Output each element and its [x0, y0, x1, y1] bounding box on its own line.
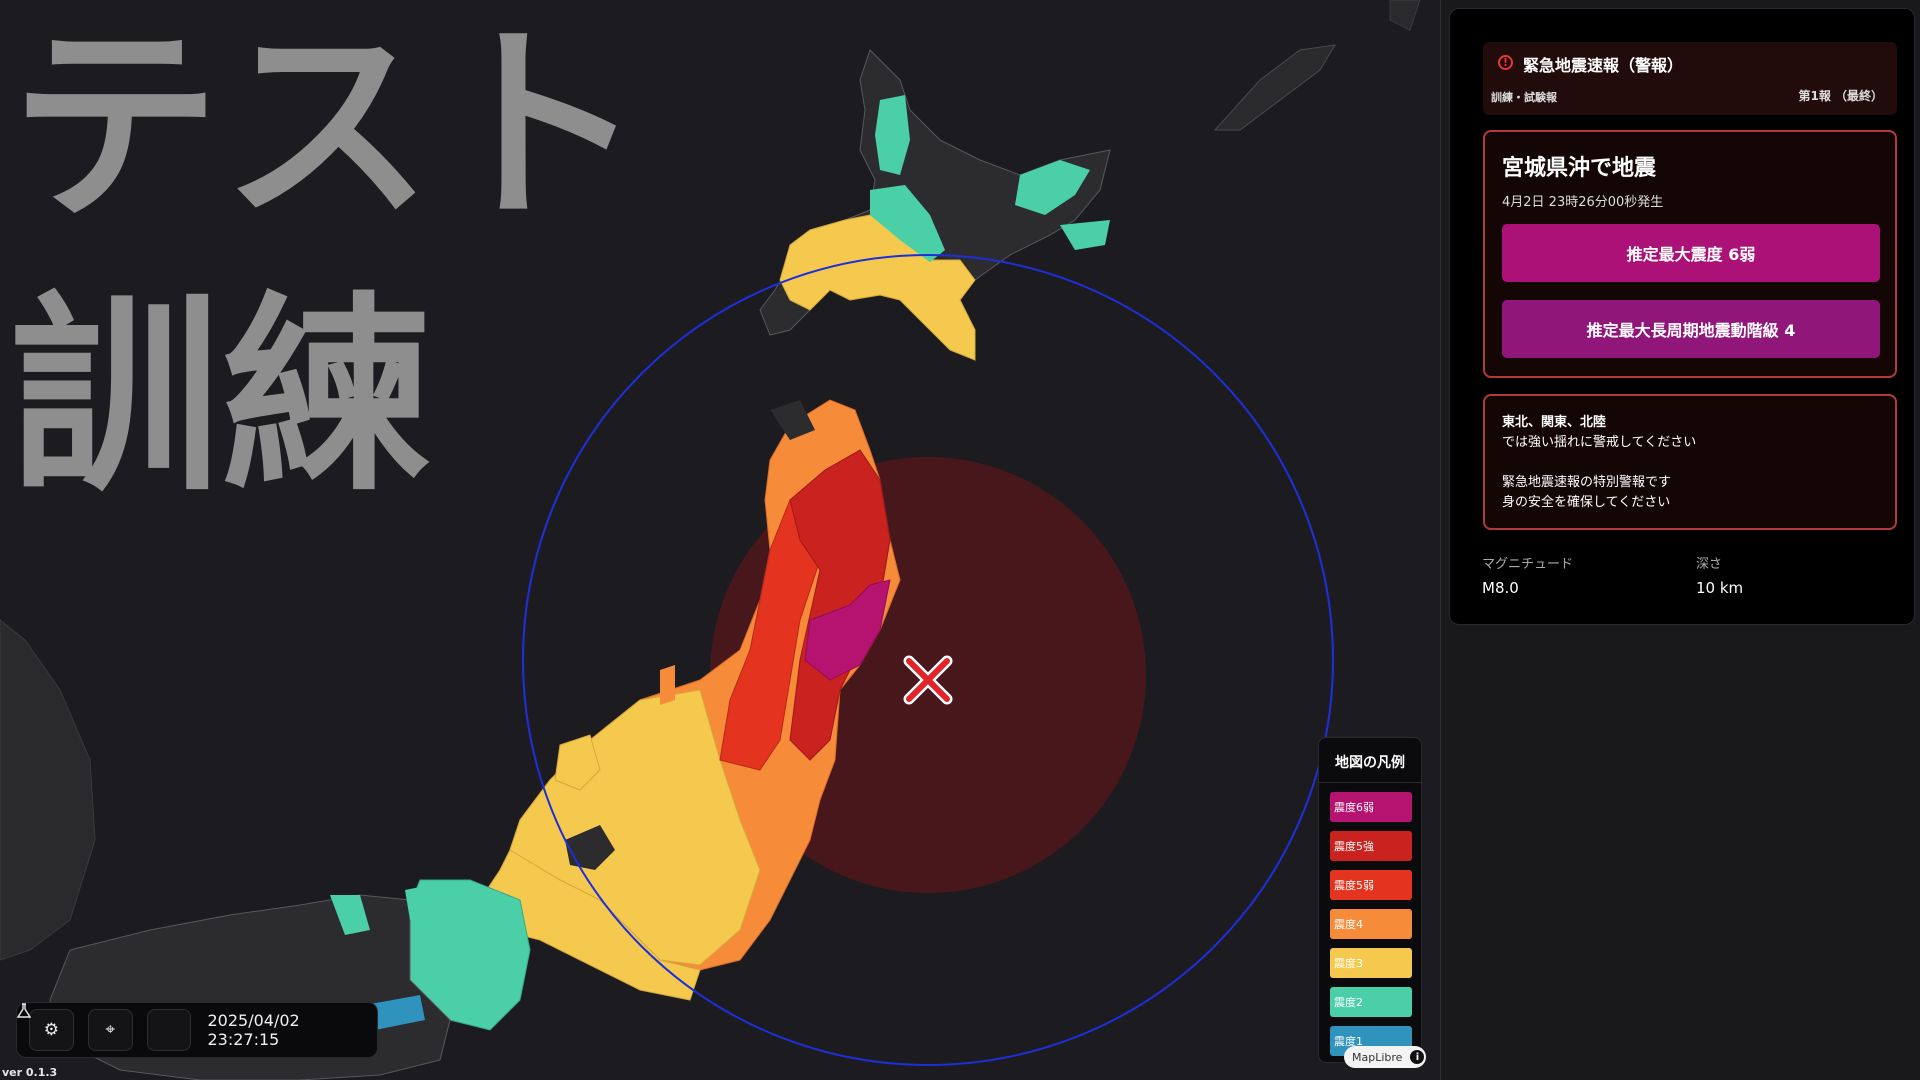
- epicenter-marker[interactable]: [903, 655, 953, 705]
- map-toolbar: ⚙ ⌖ 2025/04/02 23:27:15: [16, 1002, 378, 1058]
- eew-card: ! 緊急地震速報（警報） 訓練・試験報 第1報 （最終） 宮城県沖で地震 4月2…: [1449, 8, 1915, 625]
- land-kuril: [1213, 44, 1336, 131]
- west-shindo2-b: [405, 885, 440, 920]
- depth-value: 10 km: [1696, 579, 1744, 597]
- maplibre-label: MapLibre: [1352, 1050, 1403, 1064]
- hokkaido-shindo2-b: [1015, 160, 1090, 215]
- maplibre-attribution[interactable]: MapLibre i: [1344, 1046, 1426, 1068]
- depth-label: 深さ: [1696, 557, 1723, 572]
- p-wave-ring: [522, 254, 1334, 1066]
- info-icon[interactable]: i: [1410, 1050, 1425, 1064]
- hokkaido-shindo2-c: [870, 185, 945, 262]
- panel-splitter[interactable]: [1440, 0, 1441, 1080]
- app-version: ver 0.1.3: [2, 1066, 58, 1079]
- tohoku-shindo5strong: [789, 449, 891, 761]
- west-shindo2-a: [330, 895, 370, 935]
- map-view[interactable]: テスト 訓練 ⚙ ⌖ 2025/04/02 23:27:15 ver 0.1.3…: [0, 0, 1440, 1080]
- tohoku-aomori-dark: [770, 400, 815, 440]
- warning-text: では強い揺れに警戒してください: [1502, 435, 1697, 450]
- settings-button[interactable]: ⚙: [29, 1009, 74, 1051]
- tohoku-shindo6weak: [804, 579, 891, 681]
- max-lpgm-badge: 推定最大長周期地震動階級 4: [1502, 300, 1880, 358]
- noto-peninsula: [554, 734, 601, 791]
- gear-icon: ⚙: [43, 1020, 60, 1040]
- legend-title: 地図の凡例: [1319, 738, 1421, 783]
- flask-icon: [17, 1003, 31, 1018]
- magnitude-value: M8.0: [1482, 579, 1519, 597]
- training-watermark-line2: 訓練: [10, 274, 435, 519]
- legend-item-shindo5strong: 震度5強: [1330, 831, 1412, 861]
- chubu-dark-lake: [565, 825, 615, 870]
- earthquake-summary: 宮城県沖で地震 4月2日 23時26分00秒発生 推定最大震度 6弱 推定最大長…: [1483, 130, 1897, 378]
- special-warning-text: 緊急地震速報の特別警報です: [1502, 475, 1672, 490]
- land-sakhalin: [1389, 0, 1421, 31]
- legend-item-shindo3: 震度3: [1330, 948, 1412, 978]
- alert-kind: 訓練・試験報: [1491, 91, 1557, 104]
- shikoku-shindo1: [365, 995, 425, 1030]
- warning-areas: 東北、関東、北陸: [1502, 415, 1607, 430]
- magnitude-label: マグニチュード: [1482, 557, 1574, 572]
- alert-title: 緊急地震速報（警報）: [1523, 56, 1684, 75]
- legend-item-shindo5weak: 震度5弱: [1330, 870, 1412, 900]
- epicenter-name: 宮城県沖で地震: [1502, 156, 1657, 181]
- legend-item-shindo4: 震度4: [1330, 909, 1412, 939]
- legend-item-shindo2: 震度2: [1330, 987, 1412, 1017]
- hokkaido-shindo2-d: [1060, 220, 1110, 250]
- report-number: 第1報 （最終）: [1798, 89, 1883, 103]
- crosshair-icon: ⌖: [105, 1020, 116, 1040]
- land-korea: [0, 619, 96, 961]
- warning-icon: !: [1498, 55, 1513, 70]
- hokkaido-shindo2-a: [875, 95, 910, 175]
- map-legend: 地図の凡例 震度6弱 震度5強 震度5弱 震度4 震度3 震度2 震度1: [1318, 737, 1422, 1063]
- current-time: 2025/04/02 23:27:15: [207, 1011, 300, 1049]
- legend-item-shindo6weak: 震度6弱: [1330, 792, 1412, 822]
- training-watermark-line1: テスト: [10, 4, 647, 249]
- origin-time: 4月2日 23時26分00秒発生: [1502, 195, 1664, 210]
- warning-message: 東北、関東、北陸 では強い揺れに警戒してください 緊急地震速報の特別警報です 身…: [1483, 394, 1897, 530]
- side-panel: ! 緊急地震速報（警報） 訓練・試験報 第1報 （最終） 宮城県沖で地震 4月2…: [1441, 0, 1920, 1080]
- alert-header: ! 緊急地震速報（警報） 訓練・試験報 第1報 （最終）: [1483, 42, 1897, 115]
- locate-button[interactable]: ⌖: [87, 1009, 133, 1051]
- max-intensity-badge: 推定最大震度 6弱: [1502, 224, 1880, 282]
- safety-text: 身の安全を確保してください: [1502, 495, 1671, 510]
- sado-island: [660, 665, 675, 705]
- test-mode-button[interactable]: [17, 1003, 192, 1051]
